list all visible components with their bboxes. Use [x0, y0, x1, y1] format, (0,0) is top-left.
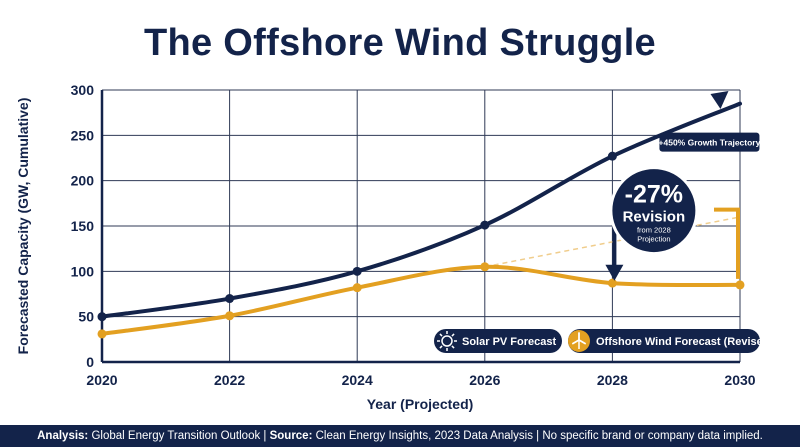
series-lines [97, 90, 745, 339]
wind-point [735, 280, 745, 290]
y-tick-label: 0 [86, 354, 94, 370]
wind-point [225, 311, 235, 321]
sun-icon-ray [439, 345, 443, 349]
revision-sub1: from 2028 [637, 226, 671, 235]
legend-label-solar: Solar PV Forecast [462, 336, 556, 348]
sun-icon [437, 331, 457, 351]
turbine-blade [578, 339, 586, 345]
legend-item-wind [568, 329, 760, 353]
series-line-wind [100, 264, 742, 336]
revision-bracket [714, 207, 740, 279]
x-tick-label: 2024 [342, 372, 373, 388]
x-tick-label: 2028 [597, 372, 628, 388]
sun-icon-ray [451, 333, 455, 337]
wind-turbine-icon [572, 332, 586, 349]
wind-point [97, 329, 107, 339]
legend-item-solar [434, 329, 562, 353]
revision-value: -27% [625, 181, 683, 209]
tick-labels: 0 50 100 150 200 250 300 2020 2022 2024 2026 2028 20… [71, 82, 756, 388]
sun-icon-ray [451, 345, 455, 349]
y-tick-label: 200 [71, 173, 95, 189]
y-tick-label: 150 [71, 218, 95, 234]
solar-point [225, 294, 235, 304]
wind-point [480, 262, 490, 272]
wind-point [607, 278, 617, 288]
chart-canvas: 0 50 100 150 200 250 300 2020 2022 2024 2026 2028 20… [15, 82, 773, 412]
x-tick-label: 2026 [469, 372, 500, 388]
footer-analysis-text: Global Energy Transition Outlook | [88, 430, 270, 442]
wind-point [352, 283, 362, 293]
y-axis-label: Forecasted Capacity (GW, Cumulative) [15, 98, 31, 355]
x-axis-label: Year (Projected) [367, 396, 474, 412]
solar-point [97, 312, 107, 322]
growth-badge [659, 132, 760, 152]
footer-source-text: Clean Energy Insights, 2023 Data Analysi… [312, 430, 763, 442]
sun-icon-ray [439, 333, 443, 337]
growth-label: +450% Growth Trajectory [659, 138, 761, 148]
revision-word: Revision [623, 209, 686, 226]
revision-sub2: Projection [637, 235, 670, 244]
x-tick-label: 2020 [86, 372, 117, 388]
y-tick-label: 250 [71, 127, 95, 143]
y-tick-label: 300 [71, 82, 95, 98]
chart-title: The Offshore Wind Struggle [143, 22, 656, 64]
solar-point [607, 151, 617, 161]
annotations: +450% Growth Trajectory -27%Revisionfrom … [605, 132, 761, 281]
solar-point [352, 266, 362, 276]
footer-bar: Analysis: Global Energy Transition Outlo… [0, 425, 800, 447]
revision-arrow-head [605, 264, 624, 281]
solar-point [480, 220, 490, 230]
x-tick-label: 2030 [724, 372, 755, 388]
x-tick-label: 2022 [214, 372, 245, 388]
series-line-solar [100, 101, 742, 319]
footer-analysis-label: Analysis: [37, 430, 89, 442]
legend-label-wind: Offshore Wind Forecast (Revised) [596, 336, 773, 348]
footer-source-label: Source: [269, 430, 313, 442]
legend: Solar PV Forecast Offshore Wind Forecast … [434, 329, 773, 353]
revision-circle [609, 166, 699, 256]
sun-icon-core [441, 335, 453, 347]
y-tick-label: 100 [71, 263, 95, 279]
solar-arrowhead [710, 90, 729, 109]
y-tick-label: 50 [78, 309, 94, 325]
turbine-blade [572, 339, 580, 345]
